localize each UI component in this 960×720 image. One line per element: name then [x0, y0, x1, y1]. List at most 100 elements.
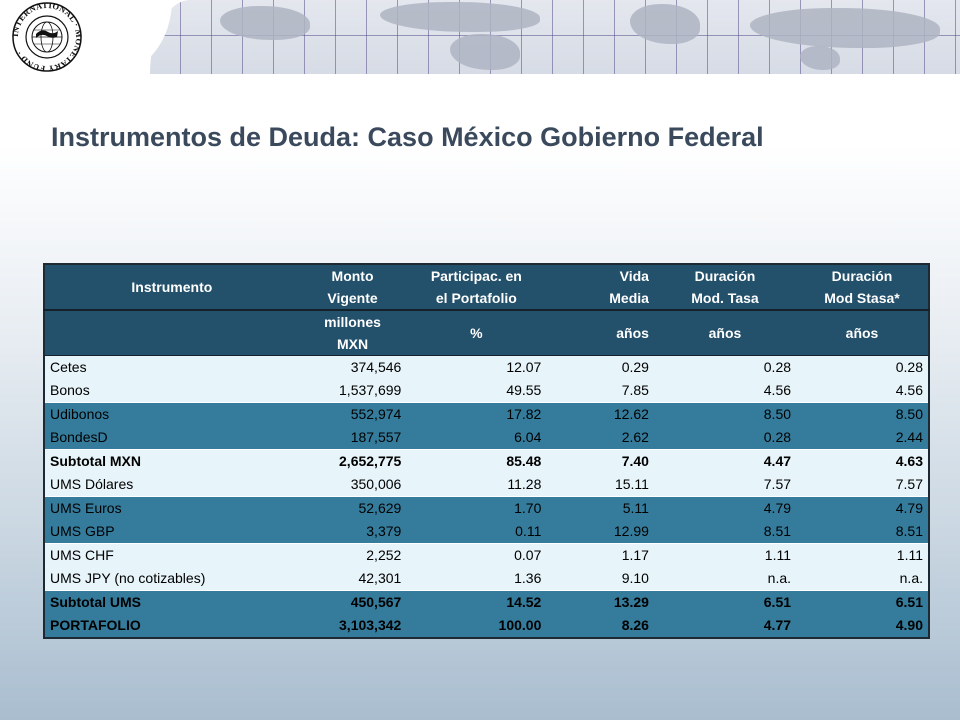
debt-instruments-table: Instrumento Monto Vigente Participac. en…	[43, 263, 930, 639]
monto-cell: 187,557	[298, 426, 407, 450]
participacion-cell: 1.70	[406, 496, 547, 520]
unit-line: años	[708, 325, 742, 341]
instrumento-cell: Bonos	[44, 379, 299, 403]
participacion-cell: 0.07	[406, 543, 547, 567]
duracion-stasa-cell: 4.90	[796, 614, 929, 638]
col-header-monto: Monto Vigente	[298, 264, 407, 310]
duracion-stasa-cell: 8.51	[796, 520, 929, 544]
unit-duracion-stasa: años	[796, 309, 929, 356]
instrumento-cell: UMS GBP	[44, 520, 299, 544]
duracion-stasa-cell: 2.44	[796, 426, 929, 450]
monto-cell: 3,379	[298, 520, 407, 544]
duracion-stasa-cell: 4.79	[796, 496, 929, 520]
instrumento-cell: Subtotal MXN	[44, 449, 299, 473]
table-row: UMS JPY (no cotizables) 42,301 1.36 9.10 n.a…	[44, 567, 929, 591]
instrumento-cell: Udibonos	[44, 402, 299, 426]
table-row: BondesD 187,557 6.04 2.62 0.28 2.44	[44, 426, 929, 450]
vida-media-cell: 12.99	[546, 520, 654, 544]
duracion-stasa-cell: 6.51	[796, 590, 929, 614]
vida-media-cell: 13.29	[546, 590, 654, 614]
participacion-cell: 12.07	[406, 355, 547, 379]
col-header-line: Participac. en	[430, 268, 522, 284]
duracion-tasa-cell: 4.47	[653, 449, 797, 473]
col-header-line: Vida	[619, 268, 649, 284]
unit-line: MXN	[336, 336, 369, 352]
duracion-stasa-cell: 4.56	[796, 379, 929, 403]
instrumento-cell: UMS JPY (no cotizables)	[44, 567, 299, 591]
instrumento-cell: BondesD	[44, 426, 299, 450]
table-body: Cetes 374,546 12.07 0.29 0.28 0.28 Bonos 1,537,…	[44, 355, 929, 638]
unit-line: años	[845, 325, 879, 341]
unit-instrumento	[44, 309, 299, 356]
participacion-cell: 17.82	[406, 402, 547, 426]
duracion-stasa-cell: 8.50	[796, 402, 929, 426]
table-row: UMS Dólares 350,006 11.28 15.11 7.57 7.57	[44, 473, 929, 497]
vida-media-cell: 8.26	[546, 614, 654, 638]
monto-cell: 374,546	[298, 355, 407, 379]
instrumento-cell: Subtotal UMS	[44, 590, 299, 614]
duracion-tasa-cell: 4.56	[653, 379, 797, 403]
unit-duracion-tasa: años	[653, 309, 797, 356]
duracion-tasa-cell: 4.79	[653, 496, 797, 520]
table-row: UMS Euros 52,629 1.70 5.11 4.79 4.79	[44, 496, 929, 520]
vida-media-cell: 1.17	[546, 543, 654, 567]
duracion-tasa-cell: 6.51	[653, 590, 797, 614]
col-header-line: Duración	[694, 268, 756, 284]
table-header-row: Instrumento Monto Vigente Participac. en…	[44, 264, 929, 310]
table-row: UMS CHF 2,252 0.07 1.17 1.11 1.11	[44, 543, 929, 567]
table-row: UMS GBP 3,379 0.11 12.99 8.51 8.51	[44, 520, 929, 544]
col-header-participacion: Participac. en el Portafolio	[406, 264, 547, 310]
table-row: PORTAFOLIO 3,103,342 100.00 8.26 4.77 4.90	[44, 614, 929, 638]
instrumento-cell: UMS CHF	[44, 543, 299, 567]
duracion-tasa-cell: 8.51	[653, 520, 797, 544]
unit-participacion: %	[406, 309, 547, 356]
col-header-line: Media	[609, 290, 649, 306]
unit-monto: millones MXN	[298, 309, 407, 356]
col-header-vida-media: Vida Media	[546, 264, 654, 310]
page-title: Instrumentos de Deuda: Caso México Gobie…	[51, 122, 764, 152]
col-header-line: el Portafolio	[435, 290, 517, 306]
monto-cell: 2,652,775	[298, 449, 407, 473]
table-row: Bonos 1,537,699 49.55 7.85 4.56 4.56	[44, 379, 929, 403]
instrumento-cell: UMS Euros	[44, 496, 299, 520]
participacion-cell: 14.52	[406, 590, 547, 614]
col-header-line: Duración	[831, 268, 893, 284]
duracion-stasa-cell: n.a.	[796, 567, 929, 591]
unit-vida-media: años	[546, 309, 654, 356]
world-map-banner	[150, 0, 960, 74]
duracion-tasa-cell: 8.50	[653, 402, 797, 426]
vida-media-cell: 15.11	[546, 473, 654, 497]
duracion-tasa-cell: 0.28	[653, 355, 797, 379]
table-row: Subtotal UMS 450,567 14.52 13.29 6.51 6.51	[44, 590, 929, 614]
col-header-line: Instrumento	[131, 279, 213, 295]
instrumento-cell: UMS Dólares	[44, 473, 299, 497]
vida-media-cell: 2.62	[546, 426, 654, 450]
table-row: Cetes 374,546 12.07 0.29 0.28 0.28	[44, 355, 929, 379]
monto-cell: 3,103,342	[298, 614, 407, 638]
monto-cell: 450,567	[298, 590, 407, 614]
col-header-line: Monto	[331, 268, 374, 284]
unit-line: %	[470, 325, 483, 341]
duracion-stasa-cell: 7.57	[796, 473, 929, 497]
col-header-line: Mod Stasa*	[824, 290, 900, 306]
monto-cell: 52,629	[298, 496, 407, 520]
vida-media-cell: 7.40	[546, 449, 654, 473]
imf-seal-logo: INTERNATIONAL · MONETARY FUND ·	[10, 2, 84, 72]
participacion-cell: 85.48	[406, 449, 547, 473]
monto-cell: 2,252	[298, 543, 407, 567]
participacion-cell: 100.00	[406, 614, 547, 638]
instrumento-cell: PORTAFOLIO	[44, 614, 299, 638]
header-banner: INTERNATIONAL · MONETARY FUND ·	[0, 0, 960, 74]
participacion-cell: 49.55	[406, 379, 547, 403]
col-header-duracion-tasa: Duración Mod. Tasa	[653, 264, 797, 310]
col-header-duracion-stasa: Duración Mod Stasa*	[796, 264, 929, 310]
duracion-stasa-cell: 0.28	[796, 355, 929, 379]
monto-cell: 552,974	[298, 402, 407, 426]
participacion-cell: 1.36	[406, 567, 547, 591]
vida-media-cell: 0.29	[546, 355, 654, 379]
table-units-row: millones MXN % años años años	[44, 309, 929, 356]
unit-line: años	[616, 325, 649, 341]
vida-media-cell: 7.85	[546, 379, 654, 403]
monto-cell: 42,301	[298, 567, 407, 591]
duracion-tasa-cell: 0.28	[653, 426, 797, 450]
